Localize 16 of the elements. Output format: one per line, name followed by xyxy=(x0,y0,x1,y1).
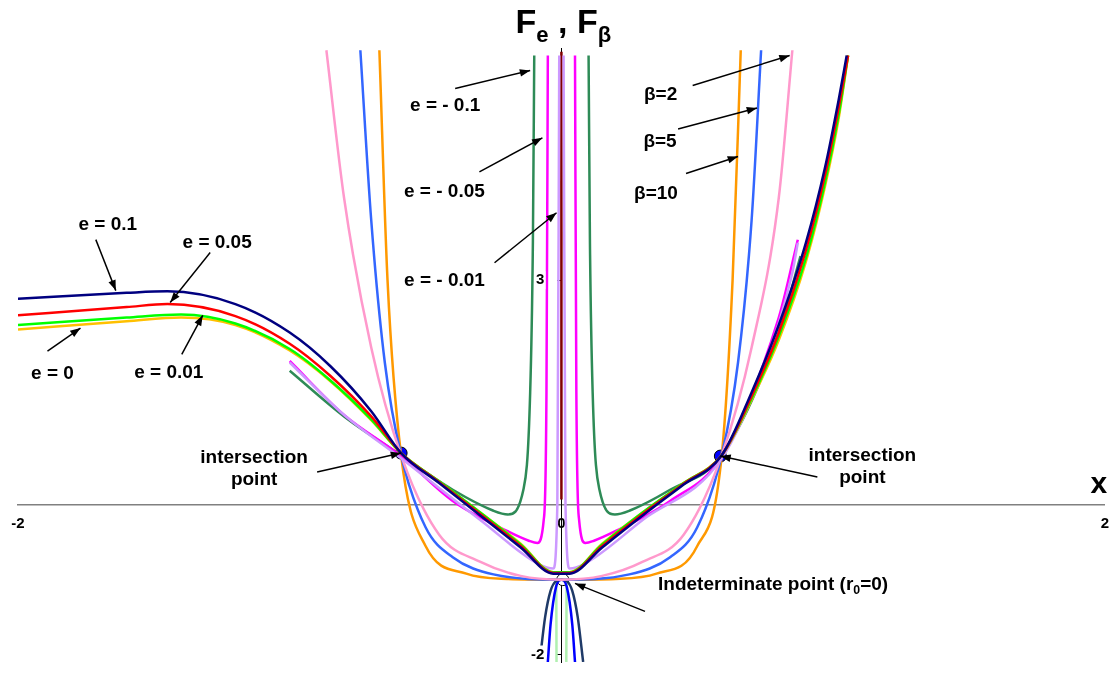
annotation: β=2 xyxy=(644,82,678,104)
annotation: intersection point xyxy=(200,446,308,490)
annotation: e = - 0.01 xyxy=(404,268,486,290)
annotation: e = 0.01 xyxy=(134,360,204,382)
y-tick-label: 3 xyxy=(536,270,545,288)
x-tick-label: 2 xyxy=(1100,513,1109,531)
x-tick-label: -2 xyxy=(11,513,25,531)
annotation: e = - 0.1 xyxy=(410,93,481,115)
annotation: e = 0.1 xyxy=(78,212,138,234)
annotation: e = 0 xyxy=(31,362,74,384)
annotation: β=5 xyxy=(643,130,678,152)
annotation: e = 0.05 xyxy=(182,230,253,252)
annotation: e = - 0.05 xyxy=(403,180,486,202)
annotation: intersection point xyxy=(808,444,917,488)
x-axis-title: x xyxy=(1090,466,1108,500)
annotation: β=10 xyxy=(634,181,678,203)
